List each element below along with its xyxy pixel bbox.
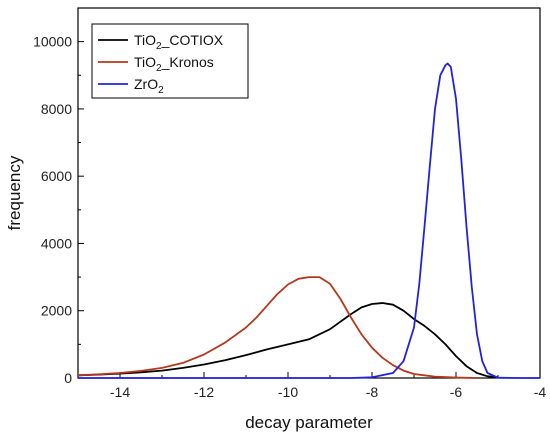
series-line-2 xyxy=(78,62,540,379)
y-axis-label: frequency xyxy=(5,155,24,230)
y-tick-label: 0 xyxy=(64,370,72,386)
series-line-0 xyxy=(77,302,499,379)
legend-label-2: ZrO2 xyxy=(134,76,164,96)
legend-label-tail: _Kronos xyxy=(161,54,214,70)
x-tick-label: -6 xyxy=(450,384,463,400)
y-tick-label: 10000 xyxy=(33,34,72,50)
legend-label-1: TiO2_Kronos xyxy=(134,54,214,74)
y-tick-label: 8000 xyxy=(41,101,72,117)
legend-label-base: ZrO xyxy=(134,76,158,92)
x-tick-label: -8 xyxy=(366,384,379,400)
series-layer xyxy=(77,62,540,379)
legend-label-subscript: 2 xyxy=(158,85,164,96)
x-tick-label: -14 xyxy=(110,384,130,400)
y-tick-label: 6000 xyxy=(41,168,72,184)
x-tick-label: -4 xyxy=(534,384,547,400)
legend-label-tail: _COTIOX xyxy=(161,32,224,48)
legend-label-subscript: 2 xyxy=(156,63,162,74)
x-tick-label: -10 xyxy=(278,384,298,400)
x-tick-label: -12 xyxy=(194,384,214,400)
y-tick-label: 2000 xyxy=(41,303,72,319)
series-line-1 xyxy=(77,276,478,379)
legend-box xyxy=(91,23,249,99)
legend-label-base: TiO xyxy=(134,32,156,48)
legend-label-0: TiO2_COTIOX xyxy=(134,32,224,52)
x-axis-label: decay parameter xyxy=(245,413,373,432)
axis-ticks: -14 -12 -10 -8 -6 -4 0 2000 4000 6000 8000 10000 xyxy=(33,34,546,400)
legend-label-subscript: 2 xyxy=(156,41,162,52)
y-tick-label: 4000 xyxy=(41,235,72,251)
legend-label-base: TiO xyxy=(134,54,156,70)
